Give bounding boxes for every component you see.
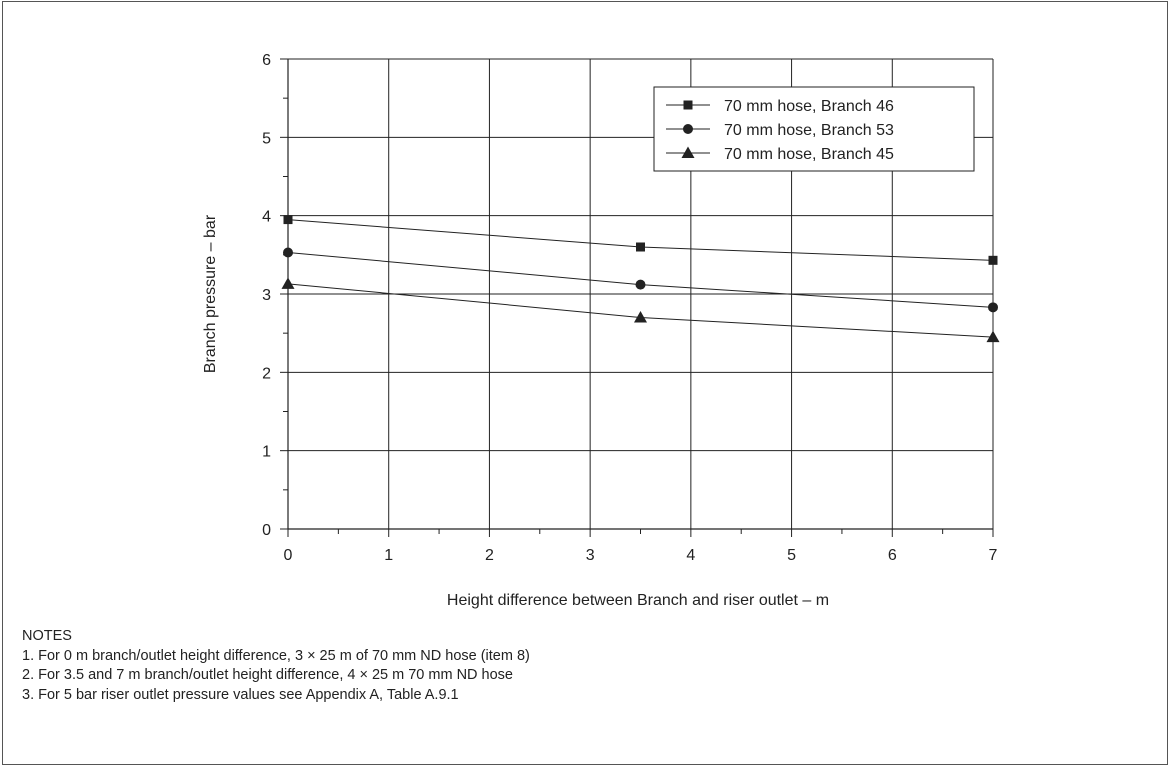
data-point-triangle bbox=[281, 277, 295, 289]
y-tick-label: 0 bbox=[262, 522, 271, 539]
data-point-square bbox=[988, 255, 998, 265]
legend-label: 70 mm hose, Branch 46 bbox=[724, 98, 894, 115]
series-line bbox=[287, 283, 994, 338]
data-point-circle bbox=[283, 247, 293, 258]
x-tick-label: 7 bbox=[989, 547, 998, 564]
y-tick-label: 2 bbox=[262, 365, 271, 382]
axes: 0 1 2 3 4 5 6 0 1 2 3 4 5 6 7 bbox=[262, 52, 997, 564]
y-tick-label: 6 bbox=[262, 52, 271, 69]
note-item-1: 1. For 0 m branch/outlet height differen… bbox=[22, 647, 530, 664]
x-tick-label: 2 bbox=[485, 547, 494, 564]
series-circle bbox=[283, 247, 998, 313]
data-point-triangle bbox=[986, 330, 1000, 343]
data-point-circle bbox=[988, 302, 998, 313]
legend-label: 70 mm hose, Branch 53 bbox=[724, 122, 894, 139]
legend-label: 70 mm hose, Branch 45 bbox=[724, 146, 894, 163]
y-tick-label: 3 bbox=[262, 287, 271, 304]
notes-section: NOTES 1. For 0 m branch/outlet height di… bbox=[22, 627, 530, 705]
series-layer bbox=[281, 215, 1000, 343]
x-tick-label: 3 bbox=[586, 547, 595, 564]
x-tick-label: 6 bbox=[888, 547, 897, 564]
data-point-square bbox=[283, 215, 293, 225]
data-point-circle bbox=[635, 279, 646, 290]
legend-marker-circle bbox=[683, 124, 693, 134]
y-axis-title: Branch pressure – bar bbox=[202, 214, 219, 373]
notes-heading: NOTES bbox=[22, 628, 72, 644]
x-tick-label: 5 bbox=[787, 547, 796, 564]
y-tick-label: 4 bbox=[262, 209, 271, 226]
note-item-2: 2. For 3.5 and 7 m branch/outlet height … bbox=[22, 667, 513, 683]
x-tick-label: 1 bbox=[384, 547, 393, 564]
y-tick-label: 5 bbox=[262, 130, 271, 147]
series-square bbox=[283, 215, 998, 265]
series-triangle bbox=[281, 277, 1000, 343]
data-point-triangle bbox=[634, 311, 647, 323]
data-point-square bbox=[636, 242, 645, 252]
x-tick-label: 0 bbox=[284, 547, 293, 564]
x-axis-title: Height difference between Branch and ris… bbox=[447, 592, 829, 609]
note-item-3: 3. For 5 bar riser outlet pressure value… bbox=[22, 686, 459, 703]
legend-marker-square bbox=[683, 100, 693, 110]
legend: 70 mm hose, Branch 46 70 mm hose, Branch … bbox=[653, 86, 975, 172]
legend-marker-triangle bbox=[681, 146, 695, 158]
x-tick-label: 4 bbox=[686, 547, 695, 564]
series-line bbox=[287, 219, 994, 261]
y-tick-label: 1 bbox=[262, 444, 271, 461]
